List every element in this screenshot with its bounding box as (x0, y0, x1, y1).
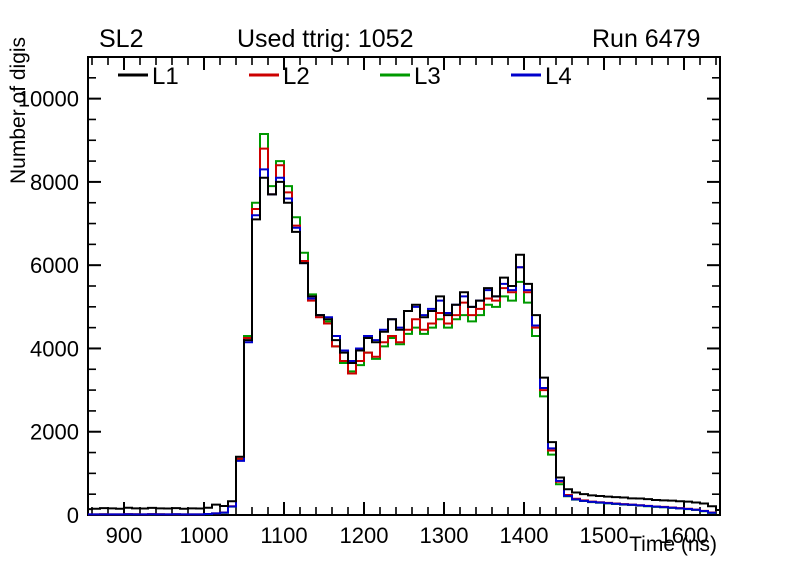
plot-frame (87, 56, 721, 516)
y-axis-ticks: 0 2000 4000 6000 8000 10000 (18, 56, 720, 528)
run-number-label: Run 6479 (592, 25, 700, 53)
x-tick-label: 1000 (180, 523, 229, 548)
x-tick-label: 1300 (420, 523, 469, 548)
x-axis-title: Time (ns) (629, 533, 717, 556)
y-tick-label: 10000 (18, 87, 79, 112)
y-axis-title: Number of digis (7, 37, 30, 184)
data-series-group (88, 133, 720, 516)
x-tick-label: 1100 (260, 523, 307, 548)
panel-label-sl: SL2 (99, 25, 143, 53)
x-tick-label: 900 (106, 523, 143, 548)
x-axis-ticks: 900 1000 1100 1200 1300 1400 1500 1600 (91, 57, 717, 548)
y-tick-label: 4000 (30, 336, 79, 361)
x-tick-label: 1600 (660, 523, 709, 548)
legend-label-l1: L1 (152, 63, 179, 90)
y-tick-label: 2000 (30, 420, 79, 445)
series-line-l3 (88, 133, 716, 516)
y-tick-label: 8000 (30, 170, 79, 195)
legend-label-l3: L3 (414, 63, 441, 90)
series-line-l2 (88, 147, 716, 516)
plot-legend: L1 L2 L3 L4 (118, 63, 572, 90)
y-tick-label: 0 (67, 503, 79, 528)
legend-label-l4: L4 (545, 63, 572, 90)
y-tick-label: 6000 (30, 253, 79, 278)
legend-label-l2: L2 (283, 63, 310, 90)
x-tick-label: 1200 (340, 523, 389, 548)
x-tick-label: 1500 (580, 523, 629, 548)
x-tick-label: 1400 (500, 523, 549, 548)
ttrig-label: Used ttrig: 1052 (237, 25, 414, 53)
series-line-l1 (88, 176, 720, 511)
